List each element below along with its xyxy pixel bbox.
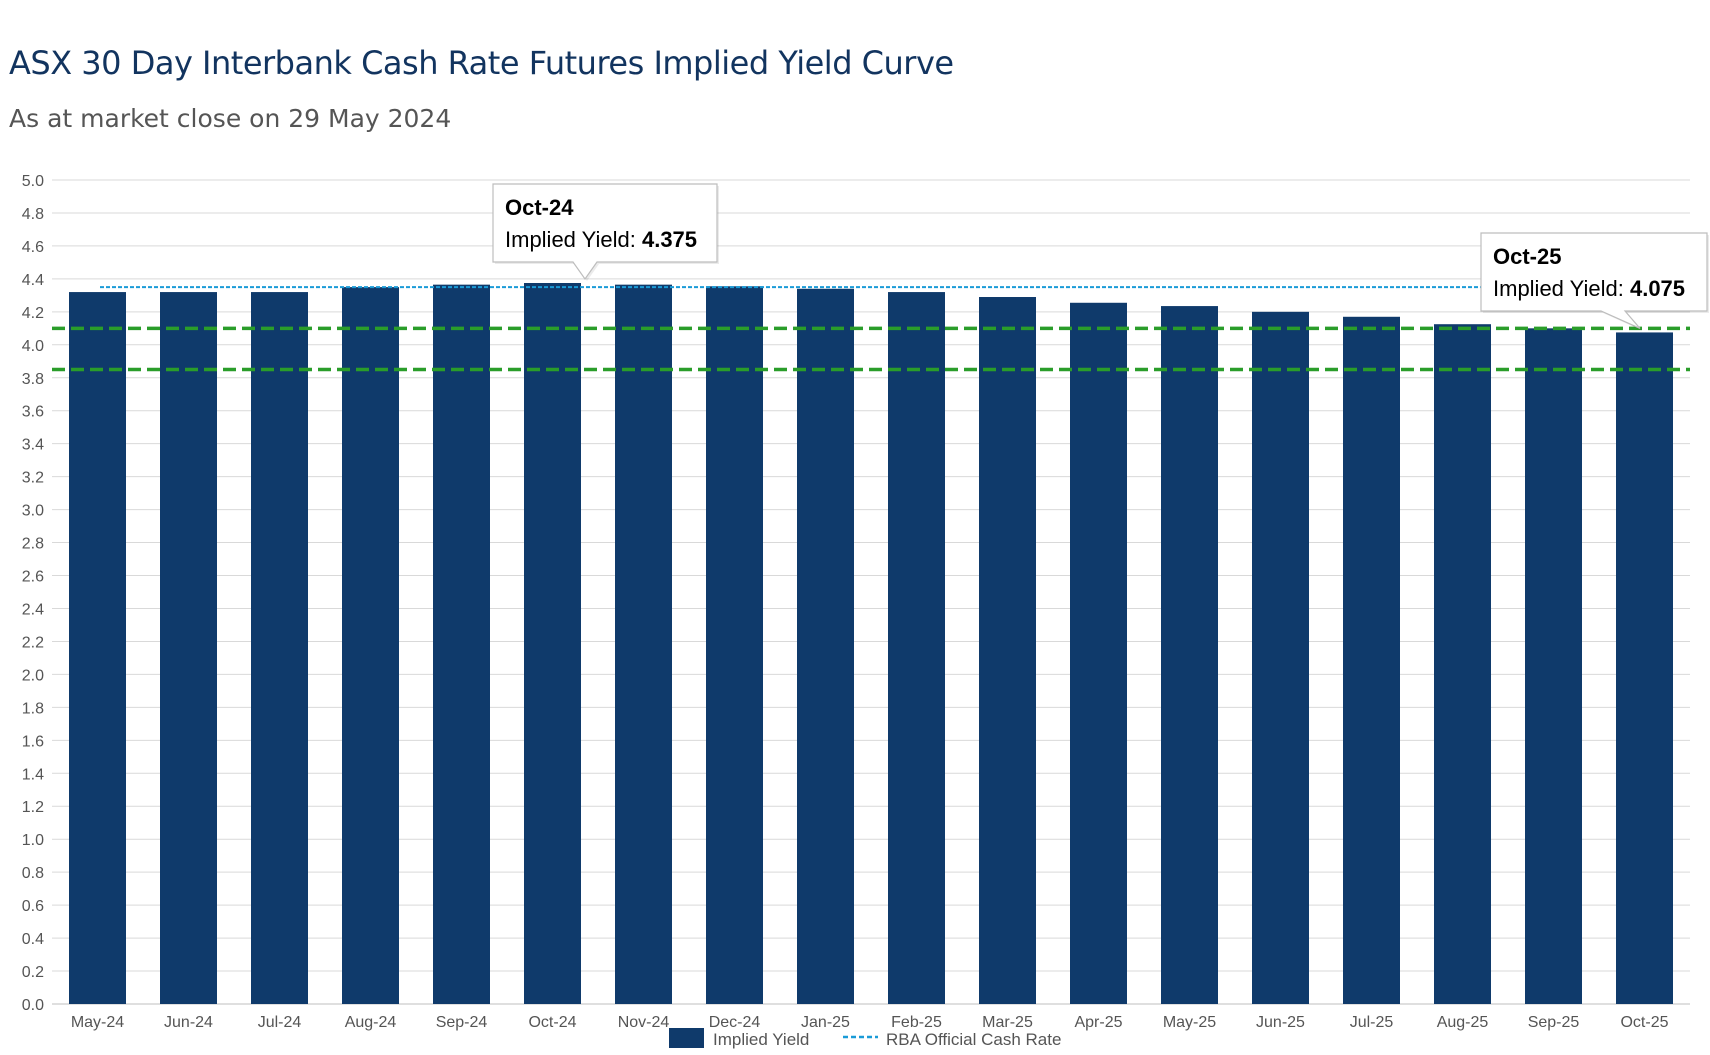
x-tick-label: Jun-24 [164,1014,213,1031]
y-tick-label: 1.6 [22,733,44,750]
tooltip-label: Implied Yield: 4.375 [505,227,697,252]
tooltip-box [1480,232,1708,329]
y-tick-label: 0.8 [22,865,44,882]
x-tick-label: Jul-25 [1350,1014,1394,1031]
legend-label-implied-yield: Implied Yield [713,1030,809,1049]
x-tick-label: Aug-25 [1437,1014,1489,1031]
y-tick-label: 0.2 [22,964,44,981]
x-tick-label: Feb-25 [891,1014,942,1031]
bar-sep-25[interactable] [1525,328,1582,1004]
tooltip-box [492,183,718,281]
y-tick-label: 1.0 [22,832,44,849]
tooltip-oct-25: Oct-25 Implied Yield: 4.075 [1480,232,1709,331]
x-tick-label: Nov-24 [618,1014,670,1031]
y-tick-label: 4.4 [22,272,44,289]
tooltip-oct-24: Oct-24 Implied Yield: 4.375 [492,183,719,281]
tooltip-value: 4.075 [1630,276,1685,301]
chart-subtitle: As at market close on 29 May 2024 [9,104,452,133]
y-tick-label: 3.0 [22,503,44,520]
x-tick-label: May-25 [1163,1014,1216,1031]
legend-label-cash-rate: RBA Official Cash Rate [886,1030,1061,1049]
y-tick-label: 2.4 [22,601,44,618]
reference-lines [52,286,1690,372]
bar-dec-24[interactable] [706,286,763,1004]
y-tick-label: 4.6 [22,239,44,256]
bar-jul-25[interactable] [1343,316,1400,1004]
y-tick-label: 4.8 [22,206,44,223]
y-tick-label: 2.0 [22,667,44,684]
y-tick-label: 3.2 [22,470,44,487]
x-tick-label: Sep-25 [1528,1014,1580,1031]
x-tick-label: May-24 [71,1014,124,1031]
bar-sep-24[interactable] [433,284,490,1004]
tooltip-category: Oct-25 [1493,244,1561,269]
legend-swatch-implied-yield [669,1028,704,1048]
bar-jan-25[interactable] [797,288,854,1004]
y-tick-label: 0.6 [22,898,44,915]
bar-oct-24[interactable] [524,283,581,1004]
bar-apr-25[interactable] [1070,302,1127,1004]
y-tick-label: 1.2 [22,799,44,816]
x-tick-label: Sep-24 [436,1014,488,1031]
bar-nov-24[interactable] [615,284,672,1004]
y-axis-ticks: 0.0 0.2 0.4 0.6 0.8 1.0 1.2 1.4 1.6 1.8 2.0 2.2 2.4 2… [22,173,44,1014]
x-tick-label: Jun-25 [1256,1014,1305,1031]
y-tick-label: 1.8 [22,700,44,717]
bar-may-24[interactable] [69,292,126,1005]
x-tick-label: Oct-25 [1620,1014,1668,1031]
x-tick-label: Jan-25 [801,1014,850,1031]
legend: Implied Yield RBA Official Cash Rate [669,1028,1061,1049]
bar-mar-25[interactable] [979,297,1036,1004]
y-tick-label: 1.4 [22,766,44,783]
y-tick-label: 3.4 [22,437,44,454]
y-tick-label: 5.0 [22,173,44,190]
bar-may-25[interactable] [1161,306,1218,1004]
y-tick-label: 2.2 [22,634,44,651]
bar-feb-25[interactable] [888,292,945,1005]
bar-layer [69,283,1673,1005]
x-tick-label: Jul-24 [258,1014,302,1031]
grid-layer [52,179,1690,1005]
y-tick-label: 0.4 [22,931,44,948]
tooltips: Oct-24 Implied Yield: 4.375 Oct-25 Implied … [492,183,1709,331]
y-tick-label: 2.6 [22,569,44,586]
x-tick-label: Mar-25 [982,1014,1033,1031]
y-tick-label: 2.8 [22,536,44,553]
y-tick-label: 0.0 [22,997,44,1014]
y-tick-label: 3.6 [22,404,44,421]
tooltip-category: Oct-24 [505,195,574,220]
bar-jul-24[interactable] [251,292,308,1005]
bar-oct-25[interactable] [1616,332,1673,1004]
tooltip-label: Implied Yield: 4.075 [1493,276,1685,301]
x-tick-label: Apr-25 [1074,1014,1122,1031]
x-tick-label: Oct-24 [528,1014,576,1031]
x-tick-label: Dec-24 [709,1014,761,1031]
bar-aug-24[interactable] [342,287,399,1004]
y-tick-label: 4.2 [22,305,44,322]
x-axis-ticks: May-24 Jun-24 Jul-24 Aug-24 Sep-24 Oct-24 Nov-… [71,1014,1669,1031]
bar-jun-24[interactable] [160,292,217,1005]
tooltip-value: 4.375 [642,227,697,252]
x-tick-label: Aug-24 [345,1014,397,1031]
chart-title: ASX 30 Day Interbank Cash Rate Futures I… [9,44,954,82]
bar-aug-25[interactable] [1434,324,1491,1004]
y-tick-label: 3.8 [22,371,44,388]
bar-jun-25[interactable] [1252,311,1309,1005]
y-tick-label: 4.0 [22,338,44,355]
